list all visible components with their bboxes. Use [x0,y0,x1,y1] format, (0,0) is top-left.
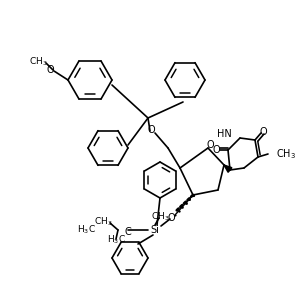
Text: C: C [125,227,131,237]
Text: O: O [147,125,155,135]
Text: HN: HN [217,129,232,139]
Text: CH$_3$: CH$_3$ [94,216,112,228]
Text: CH$_3$: CH$_3$ [29,56,47,68]
Text: H$_3$C: H$_3$C [77,224,96,236]
Text: O: O [259,127,267,137]
Text: CH$_3$: CH$_3$ [276,147,296,161]
Text: Si: Si [151,225,159,235]
Text: O: O [167,213,175,223]
Text: H$_3$C: H$_3$C [107,234,125,246]
Text: O: O [46,65,54,75]
Polygon shape [224,165,232,172]
Text: O: O [206,140,214,150]
Text: CH$_3$: CH$_3$ [151,211,169,223]
Text: O: O [212,145,220,155]
